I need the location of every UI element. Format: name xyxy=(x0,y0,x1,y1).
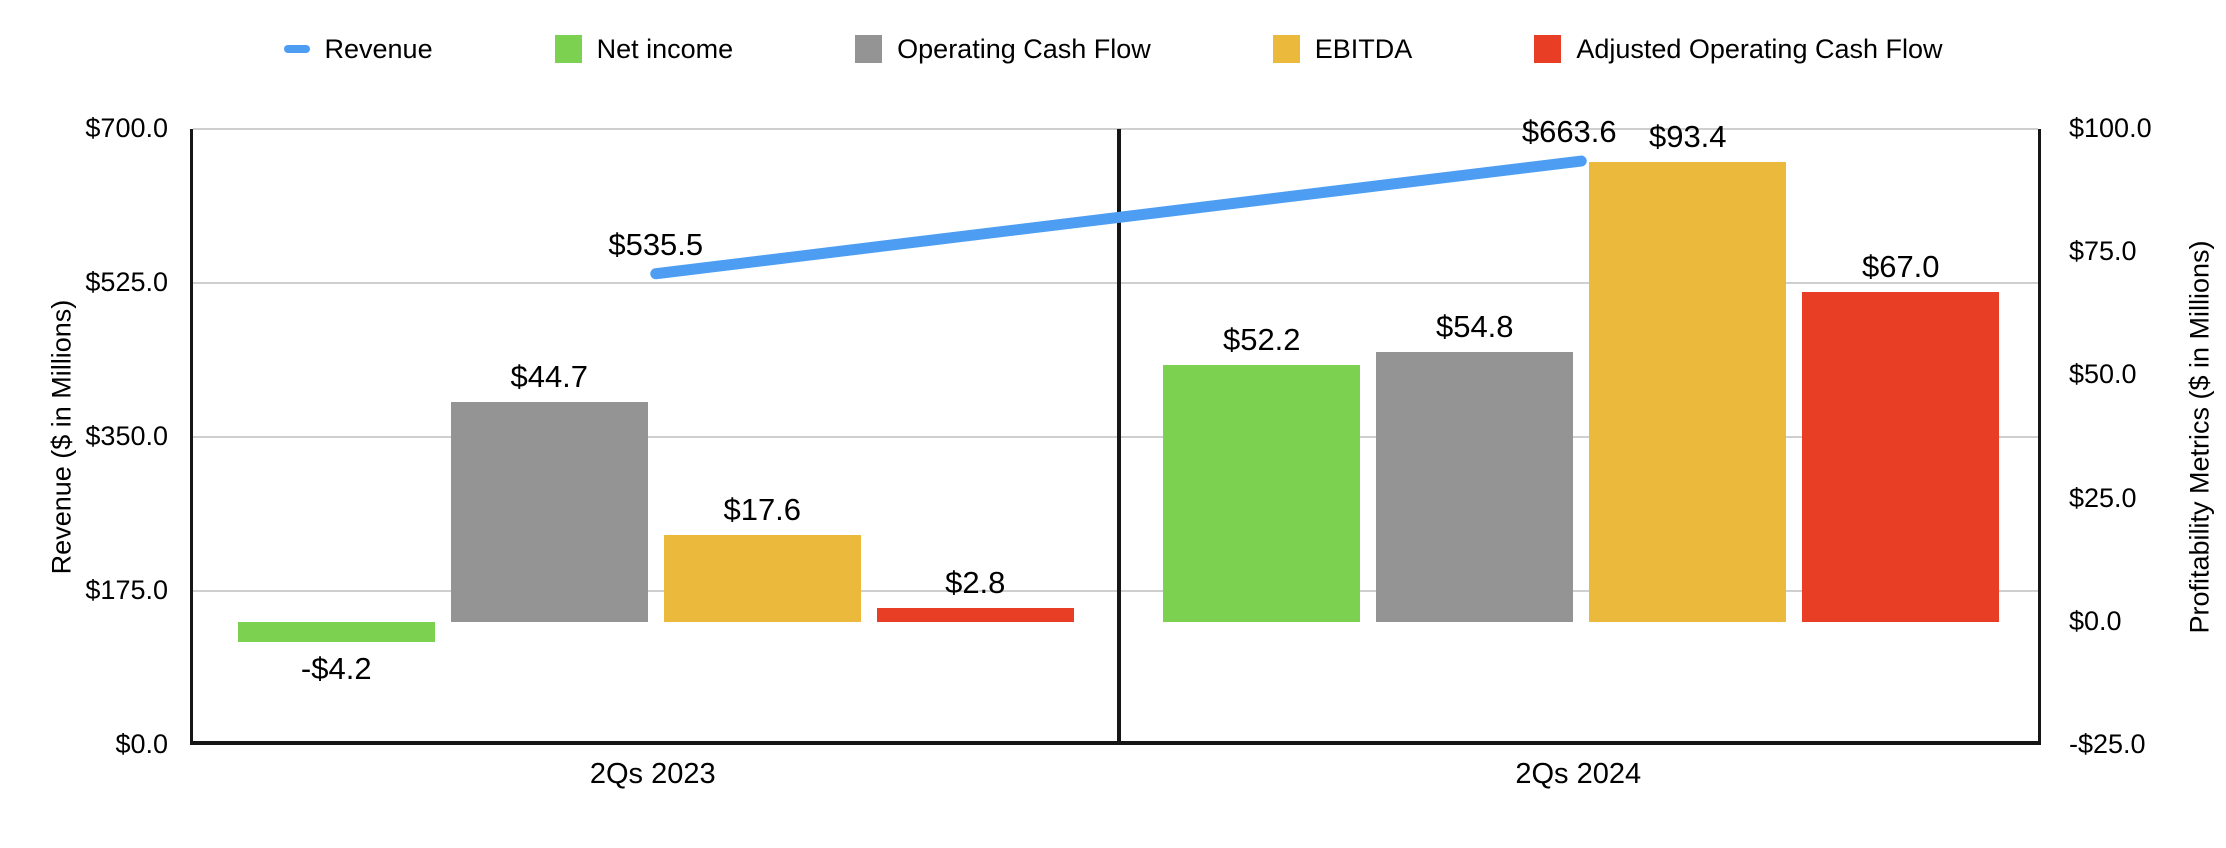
gridline xyxy=(193,282,2038,284)
left-axis-tick: $0.0 xyxy=(115,729,168,759)
bar-value-label: $17.6 xyxy=(723,492,802,528)
right-axis-tick: $100.0 xyxy=(2069,113,2152,143)
bar-operating-cash-flow-2qs-2024 xyxy=(1376,351,1574,622)
bar-value-label: $93.4 xyxy=(1648,118,1727,154)
legend-item-adjusted-operating-cash-flow: Adjusted Operating Cash Flow xyxy=(1534,33,1943,65)
adjusted-operating-cash-flow-swatch-icon xyxy=(1534,35,1562,63)
right-axis-title: Profitability Metrics ($ in Millions) xyxy=(2184,240,2215,634)
legend-label: Revenue xyxy=(324,33,433,64)
bar-adjusted-operating-cash-flow-2qs-2023 xyxy=(876,608,1074,622)
gridline xyxy=(193,128,2038,130)
revenue-line xyxy=(650,155,1587,280)
gridline xyxy=(193,590,2038,592)
bar-net-income-2qs-2024 xyxy=(1163,364,1361,622)
left-axis-tick: $350.0 xyxy=(85,421,168,451)
right-axis-tick: $0.0 xyxy=(2069,605,2122,636)
operating-cash-flow-swatch-icon xyxy=(855,35,883,63)
x-axis-label-2qs-2024: 2Qs 2024 xyxy=(1515,758,1642,790)
gridline xyxy=(193,436,2038,438)
bar-value-label: $67.0 xyxy=(1861,248,1940,284)
right-axis-tick: $25.0 xyxy=(2069,482,2137,513)
legend-label: Adjusted Operating Cash Flow xyxy=(1576,33,1943,64)
left-axis-tick: $525.0 xyxy=(85,267,168,297)
period-divider-line xyxy=(1116,129,1121,741)
legend-item-ebitda: EBITDA xyxy=(1272,33,1413,65)
legend-label: EBITDA xyxy=(1314,33,1413,64)
legend-item-revenue: Revenue xyxy=(283,33,433,65)
legend-item-net-income: Net income xyxy=(554,33,734,65)
left-axis-tick: $175.0 xyxy=(85,575,168,605)
bar-value-label: $2.8 xyxy=(945,565,1006,600)
right-axis-tick: $75.0 xyxy=(2069,236,2137,267)
bar-adjusted-operating-cash-flow-2qs-2024 xyxy=(1802,291,2000,622)
legend-item-operating-cash-flow: Operating Cash Flow xyxy=(855,34,1151,65)
left-axis-tick: $700.0 xyxy=(85,113,168,143)
bar-value-label: $44.7 xyxy=(510,358,589,394)
legend-label: Operating Cash Flow xyxy=(897,33,1151,64)
net-income-swatch-icon xyxy=(554,35,582,63)
bar-operating-cash-flow-2qs-2023 xyxy=(450,401,648,622)
bar-value-label: -$4.2 xyxy=(300,651,372,687)
bar-ebitda-2qs-2024 xyxy=(1589,161,1787,622)
revenue-value-label: $663.6 xyxy=(1521,114,1617,150)
bar-net-income-2qs-2023 xyxy=(237,621,435,643)
ebitda-swatch-icon xyxy=(1272,35,1300,63)
bar-ebitda-2qs-2023 xyxy=(663,535,861,622)
bar-value-label: $54.8 xyxy=(1435,308,1514,344)
revenue-value-label: $535.5 xyxy=(608,226,704,262)
chart-legend: Revenue Net income Operating Cash Flow E… xyxy=(0,26,2226,72)
plot-area: -$4.2 $52.2 $44.7 $54.8 $17.6 $93.4 $2.8 $67.0 $… xyxy=(190,114,2041,745)
right-axis-tick: -$25.0 xyxy=(2069,729,2146,759)
right-axis-tick: $50.0 xyxy=(2069,359,2137,390)
x-axis-label-2qs-2023: 2Qs 2023 xyxy=(589,758,716,790)
legend-label: Net income xyxy=(596,33,734,64)
bar-value-label: $52.2 xyxy=(1222,321,1301,357)
revenue-line-marker-icon xyxy=(283,45,310,53)
